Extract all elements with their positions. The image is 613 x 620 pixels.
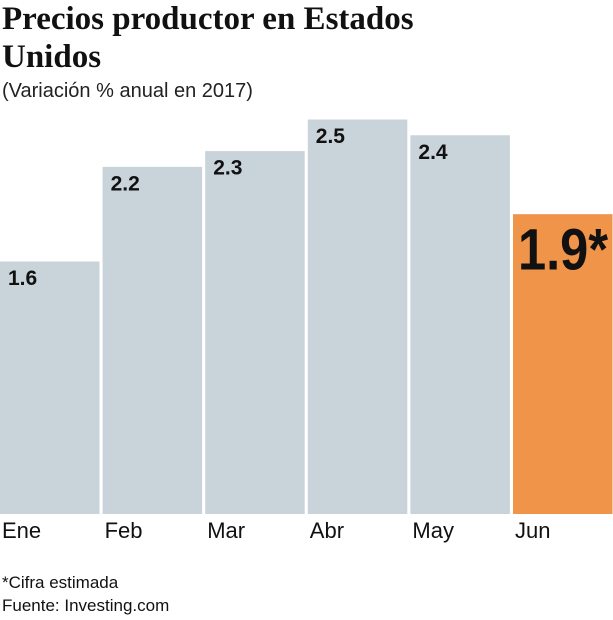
bar bbox=[102, 166, 203, 514]
bar bbox=[205, 151, 305, 514]
chart-subtitle: (Variación % anual en 2017) bbox=[2, 80, 253, 102]
chart-title: Precios productor en Estados Unidos bbox=[2, 1, 414, 75]
x-tick-label: Jun bbox=[515, 518, 550, 543]
value-label: 1.9* bbox=[518, 218, 608, 283]
bar bbox=[307, 119, 408, 514]
value-label: 2.3 bbox=[213, 157, 242, 180]
x-tick-label: May bbox=[412, 518, 454, 543]
x-tick-label: Feb bbox=[105, 518, 143, 543]
x-tick-label: Mar bbox=[207, 518, 245, 543]
bar bbox=[513, 214, 613, 514]
footnote: *Cifra estimada bbox=[2, 573, 119, 592]
bar bbox=[0, 261, 100, 514]
source: Fuente: Investing.com bbox=[2, 596, 170, 615]
x-tick-label: Ene bbox=[2, 518, 41, 543]
bar bbox=[410, 135, 510, 514]
value-label: 2.2 bbox=[111, 172, 140, 195]
value-label: 2.4 bbox=[418, 141, 448, 164]
value-label: 2.5 bbox=[316, 125, 346, 148]
x-tick-label: Abr bbox=[310, 518, 344, 543]
value-label: 1.6 bbox=[8, 267, 37, 290]
